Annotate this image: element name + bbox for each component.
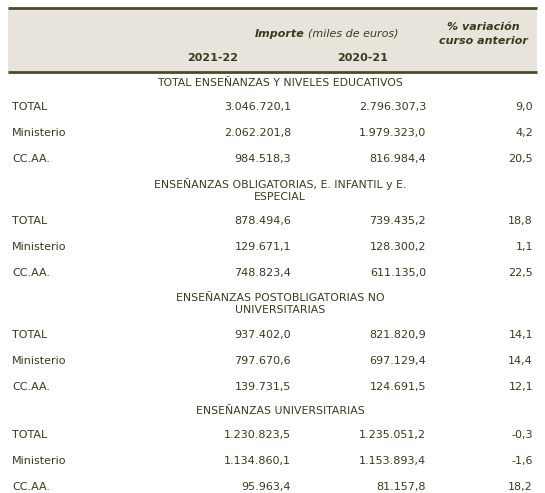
Text: ENSEÑANZAS UNIVERSITARIAS: ENSEÑANZAS UNIVERSITARIAS — [196, 406, 365, 416]
Text: 95.963,4: 95.963,4 — [241, 482, 291, 492]
Text: 748.823,4: 748.823,4 — [234, 268, 291, 278]
Text: ENSEÑANZAS POSTOBLIGATORIAS NO
UNIVERSITARIAS: ENSEÑANZAS POSTOBLIGATORIAS NO UNIVERSIT… — [175, 293, 384, 315]
Text: TOTAL: TOTAL — [12, 430, 47, 440]
Text: -1,6: -1,6 — [512, 456, 533, 466]
Text: CC.AA.: CC.AA. — [12, 268, 50, 278]
Text: 878.494,6: 878.494,6 — [234, 216, 291, 226]
Text: 1.153.893,4: 1.153.893,4 — [359, 456, 426, 466]
Text: 14,4: 14,4 — [508, 356, 533, 366]
Text: 1.134.860,1: 1.134.860,1 — [224, 456, 291, 466]
Text: 128.300,2: 128.300,2 — [370, 242, 426, 252]
Text: 18,2: 18,2 — [508, 482, 533, 492]
Text: 937.402,0: 937.402,0 — [234, 330, 291, 340]
Text: 797.670,6: 797.670,6 — [234, 356, 291, 366]
Text: 22,5: 22,5 — [508, 268, 533, 278]
Text: Ministerio: Ministerio — [12, 128, 66, 138]
Text: 9,0: 9,0 — [516, 102, 533, 112]
Text: 2.796.307,3: 2.796.307,3 — [359, 102, 426, 112]
Text: 816.984,4: 816.984,4 — [370, 154, 426, 164]
Text: Importe: Importe — [255, 29, 305, 39]
Text: 4,2: 4,2 — [515, 128, 533, 138]
Text: CC.AA.: CC.AA. — [12, 382, 50, 392]
Text: 139.731,5: 139.731,5 — [235, 382, 291, 392]
Text: -0,3: -0,3 — [512, 430, 533, 440]
Text: TOTAL ENSEÑANZAS Y NIVELES EDUCATIVOS: TOTAL ENSEÑANZAS Y NIVELES EDUCATIVOS — [157, 78, 403, 88]
Text: 821.820,9: 821.820,9 — [370, 330, 426, 340]
Text: 2020-21: 2020-21 — [337, 53, 388, 63]
Text: 3.046.720,1: 3.046.720,1 — [224, 102, 291, 112]
Text: 14,1: 14,1 — [508, 330, 533, 340]
Text: 739.435,2: 739.435,2 — [370, 216, 426, 226]
Text: 12,1: 12,1 — [508, 382, 533, 392]
Text: 611.135,0: 611.135,0 — [370, 268, 426, 278]
Text: (miles de euros): (miles de euros) — [308, 29, 398, 39]
Bar — [8, 8, 537, 72]
Text: 697.129,4: 697.129,4 — [370, 356, 426, 366]
Text: TOTAL: TOTAL — [12, 102, 47, 112]
Text: 81.157,8: 81.157,8 — [377, 482, 426, 492]
Text: 20,5: 20,5 — [508, 154, 533, 164]
Text: 18,8: 18,8 — [508, 216, 533, 226]
Text: CC.AA.: CC.AA. — [12, 154, 50, 164]
Text: 1.235.051,2: 1.235.051,2 — [359, 430, 426, 440]
Text: 1.230.823,5: 1.230.823,5 — [224, 430, 291, 440]
Text: 1,1: 1,1 — [516, 242, 533, 252]
Text: % variación
curso anterior: % variación curso anterior — [439, 22, 528, 45]
Text: 2.062.201,8: 2.062.201,8 — [224, 128, 291, 138]
Text: 124.691,5: 124.691,5 — [370, 382, 426, 392]
Text: TOTAL: TOTAL — [12, 330, 47, 340]
Text: Ministerio: Ministerio — [12, 356, 66, 366]
Text: TOTAL: TOTAL — [12, 216, 47, 226]
Text: 984.518,3: 984.518,3 — [234, 154, 291, 164]
Text: 129.671,1: 129.671,1 — [234, 242, 291, 252]
Text: 1.979.323,0: 1.979.323,0 — [359, 128, 426, 138]
Text: ENSEÑANZAS OBLIGATORIAS, E. INFANTIL y E.
ESPECIAL: ENSEÑANZAS OBLIGATORIAS, E. INFANTIL y E… — [154, 178, 406, 202]
Text: Ministerio: Ministerio — [12, 242, 66, 252]
Text: 2021-22: 2021-22 — [187, 53, 238, 63]
Text: Ministerio: Ministerio — [12, 456, 66, 466]
Text: CC.AA.: CC.AA. — [12, 482, 50, 492]
